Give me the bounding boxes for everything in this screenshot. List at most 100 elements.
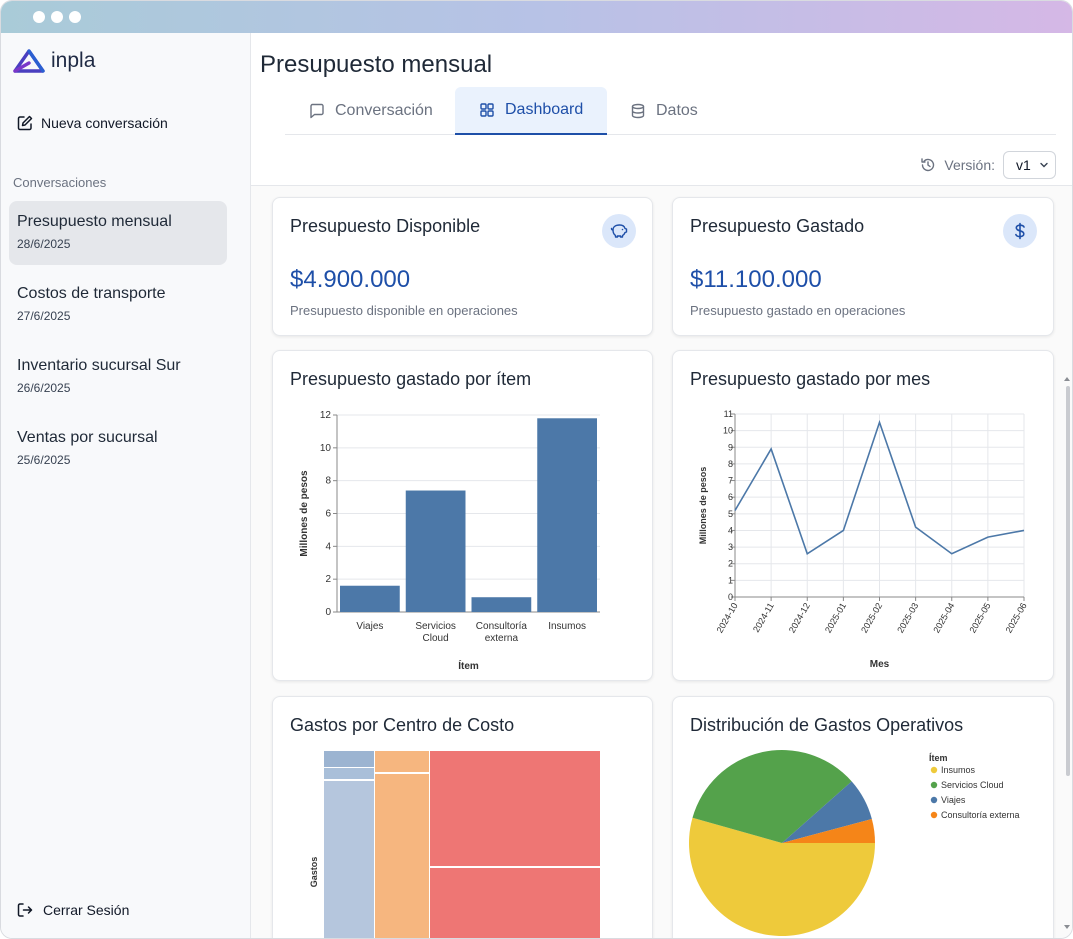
logout-label: Cerrar Sesión <box>43 902 130 918</box>
conversation-date: 26/6/2025 <box>17 381 71 395</box>
y-tick-label: 0 <box>325 607 331 618</box>
legend-swatch <box>930 781 938 789</box>
chevron-down-icon <box>1040 162 1048 168</box>
conversation-date: 28/6/2025 <box>17 237 71 251</box>
kpi-card-spent: Presupuesto Gastado $11.100.000 Presupue… <box>672 197 1054 336</box>
pie-chart: Ítem Insumos Servicios Cloud Viajes Consulto… <box>689 750 1020 936</box>
kpi-description: Presupuesto disponible en operaciones <box>290 303 518 318</box>
legend-swatch <box>930 766 938 774</box>
y-tick-label: 7 <box>728 476 733 486</box>
kpi-description: Presupuesto gastado en operaciones <box>690 303 906 318</box>
y-tick-label: 4 <box>325 541 331 552</box>
chart-title: Distribución de Gastos Operativos <box>690 715 964 735</box>
x-tick-label: 2025-02 <box>859 601 884 635</box>
brand-name: inpla <box>51 49 96 72</box>
kpi-value: $4.900.000 <box>290 266 411 293</box>
line-chart: 0 1 2 3 4 5 6 7 8 9 10 11 2024-10 2024-11 2024-12 2025-… <box>698 409 1029 670</box>
bar <box>340 585 400 612</box>
conversation-item[interactable]: Presupuesto mensual 28/6/2025 <box>9 201 227 265</box>
scroll-thumb[interactable] <box>1066 386 1070 776</box>
kpi-title: Presupuesto Disponible <box>290 216 481 236</box>
x-axis-label: Mes <box>870 659 890 670</box>
x-tick-label: Servicios <box>415 621 456 632</box>
window-titlebar <box>1 1 1072 33</box>
pie-slice <box>782 819 875 843</box>
mosaic-cell <box>430 868 600 938</box>
y-tick-label: 6 <box>325 509 331 520</box>
database-icon <box>631 103 645 119</box>
chat-icon <box>310 103 324 119</box>
chart-title: Presupuesto gastado por mes <box>690 369 931 389</box>
pie-slice <box>689 817 875 936</box>
bar <box>537 418 597 612</box>
scroll-down-icon[interactable] <box>1064 924 1070 930</box>
window-dot-icon[interactable] <box>51 11 63 23</box>
logout-button[interactable]: Cerrar Sesión <box>17 902 129 918</box>
conversation-title: Presupuesto mensual <box>17 213 172 230</box>
legend-label: Servicios Cloud <box>941 780 1004 790</box>
y-tick-label: 9 <box>728 442 733 452</box>
x-tick-label: Cloud <box>423 633 449 644</box>
piggy-bank-icon <box>602 214 636 248</box>
x-tick-label: Consultoría <box>476 621 528 632</box>
line-chart-card: Presupuesto gastado por mes 0 1 2 3 4 5 6 7 8 9 10… <box>672 350 1054 681</box>
x-tick-label: 2025-04 <box>931 601 956 635</box>
conversation-item[interactable]: Inventario sucursal Sur 26/6/2025 <box>9 345 227 409</box>
window-dot-icon[interactable] <box>69 11 81 23</box>
new-conversation-button[interactable]: Nueva conversación <box>17 115 168 131</box>
scrollbar[interactable] <box>1064 376 1070 930</box>
conversation-title: Ventas por sucursal <box>17 429 158 446</box>
brand[interactable]: inpla <box>13 49 95 73</box>
pie-chart-card: Distribución de Gastos Operativos Ítem In… <box>672 696 1054 938</box>
mosaic-cell <box>324 768 374 779</box>
y-tick-label: 11 <box>724 409 733 419</box>
mosaic-cell <box>375 774 429 938</box>
x-tick-label: 2025-03 <box>895 601 920 635</box>
x-tick-label: 2025-06 <box>1004 601 1029 635</box>
conversations-heading: Conversaciones <box>13 175 107 190</box>
tab-dashboard[interactable]: Dashboard <box>455 87 608 135</box>
grid-icon <box>480 103 494 117</box>
tab-data[interactable]: Datos <box>606 87 722 135</box>
mosaic-chart: Gastos <box>309 751 600 938</box>
bar-chart-card: Presupuesto gastado por ítem 0 2 4 6 8 10 12 Vi… <box>272 350 653 681</box>
history-icon <box>921 158 935 172</box>
pie-slice <box>692 750 852 843</box>
x-tick-label: Viajes <box>356 621 383 632</box>
x-tick-label: 2024-12 <box>787 601 812 635</box>
pie-slice <box>782 781 872 843</box>
dollar-icon <box>1003 214 1037 248</box>
kpi-title: Presupuesto Gastado <box>690 216 865 236</box>
tab-conversation[interactable]: Conversación <box>285 87 457 135</box>
inpla-logo-icon <box>13 49 45 73</box>
conversation-item[interactable]: Costos de transporte 27/6/2025 <box>9 273 227 337</box>
y-tick-label: 5 <box>728 509 733 519</box>
y-tick-label: 8 <box>728 459 733 469</box>
y-axis-label: Millones de pesos <box>299 470 310 557</box>
y-tick-label: 12 <box>320 410 332 421</box>
version-label: Versión: <box>944 157 995 173</box>
conversation-title: Costos de transporte <box>17 285 166 302</box>
tab-bar: Conversación Dashboard Datos <box>285 87 1056 135</box>
y-tick-label: 10 <box>320 443 332 454</box>
version-value: v1 <box>1016 157 1031 173</box>
version-select[interactable]: v1 <box>1003 151 1056 179</box>
scroll-up-icon[interactable] <box>1064 376 1070 382</box>
y-axis-label: Millones de pesos <box>698 467 708 545</box>
window-dot-icon[interactable] <box>33 11 45 23</box>
x-tick-label: 2025-05 <box>967 601 992 635</box>
y-tick-label: 0 <box>728 592 733 602</box>
mosaic-cell <box>324 781 374 938</box>
bar <box>471 597 532 612</box>
mosaic-cell <box>375 751 429 772</box>
legend-label: Insumos <box>941 765 976 775</box>
bar <box>405 490 466 612</box>
conversation-item[interactable]: Ventas por sucursal 25/6/2025 <box>9 417 227 481</box>
legend-swatch <box>930 811 938 819</box>
y-tick-label: 2 <box>728 559 733 569</box>
kpi-card-available: Presupuesto Disponible $4.900.000 Presup… <box>272 197 653 336</box>
edit-icon <box>17 115 33 131</box>
legend-label: Consultoría externa <box>941 810 1020 820</box>
legend-title: Ítem <box>929 753 948 763</box>
